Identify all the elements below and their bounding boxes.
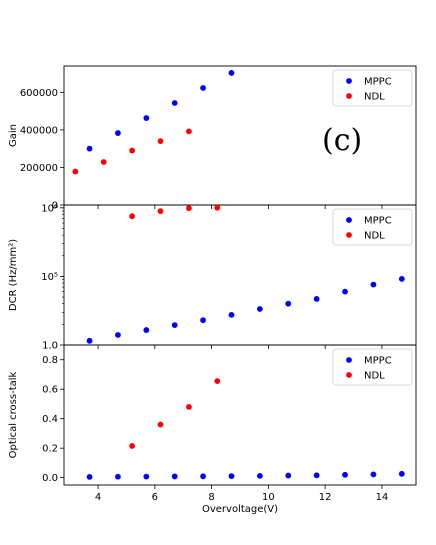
legend-label: MPPC <box>364 77 392 88</box>
data-point <box>86 473 93 480</box>
y-tick-label: 0.0 <box>42 473 58 484</box>
data-point <box>228 473 235 480</box>
data-point <box>143 473 150 480</box>
data-point <box>157 421 164 428</box>
y-tick-label: 0.8 <box>42 355 58 366</box>
y-axis-title: Gain <box>8 124 19 147</box>
data-point <box>171 473 178 480</box>
data-point <box>256 306 263 312</box>
data-point <box>370 471 377 478</box>
data-point <box>342 288 348 295</box>
data-point <box>115 130 121 136</box>
legend-box <box>332 348 413 386</box>
data-point <box>143 115 150 121</box>
legend: MPPC NDL <box>332 69 413 107</box>
legend-label: MPPC <box>364 216 392 227</box>
data-point <box>186 403 192 410</box>
data-point <box>186 205 192 212</box>
legend-marker <box>346 217 352 223</box>
data-point <box>186 128 192 135</box>
legend-marker <box>346 232 352 238</box>
y-tick-label: 0.6 <box>42 385 58 396</box>
data-point <box>398 276 405 282</box>
y-tick-label: 0.2 <box>42 444 58 455</box>
panels: 0200000400000600000GainMPPCNDL(c)1.010⁵1… <box>8 65 417 515</box>
legend-marker <box>346 372 352 378</box>
y-tick-label: 10⁶ <box>41 203 58 214</box>
y-tick-label: 600000 <box>20 88 58 99</box>
x-tick-label: 14 <box>376 492 389 503</box>
y-tick-label: 400000 <box>20 125 58 136</box>
x-tick-label: 10 <box>262 492 275 503</box>
data-point <box>129 147 136 154</box>
data-point <box>342 471 348 478</box>
data-point <box>398 470 405 477</box>
legend-label: NDL <box>364 371 385 382</box>
data-point <box>86 145 93 152</box>
data-point <box>157 138 164 145</box>
legend-label: NDL <box>364 92 385 103</box>
legend: MPPC NDL <box>332 208 413 246</box>
x-axis-title: Overvoltage(V) <box>202 504 278 515</box>
x-tick-label: 4 <box>95 492 101 503</box>
legend-marker <box>346 93 352 99</box>
x-tick-label: 8 <box>208 492 214 503</box>
data-point <box>143 327 150 333</box>
legend-box <box>332 69 413 107</box>
data-point <box>100 159 107 165</box>
y-tick-label: 0 <box>52 201 58 212</box>
data-point <box>228 311 235 318</box>
data-point <box>72 168 79 175</box>
data-point <box>115 473 121 480</box>
series-mppc <box>86 276 405 344</box>
panel-1: 0 200000 400000 600000 Gain MPPC NDL (c) <box>8 65 417 212</box>
legend-marker <box>346 357 352 363</box>
data-point <box>157 208 164 215</box>
y-tick-label: 10⁵ <box>41 272 58 283</box>
y-tick-label: 1.0 <box>42 341 58 352</box>
legend-label: MPPC <box>364 356 392 367</box>
panel-3: 0.0 0.2 0.4 0.6 0.8 4 6 8 10 12 14 Optical cross-ta… <box>8 344 417 515</box>
panel-label: (c) <box>322 123 362 158</box>
data-point <box>370 281 377 288</box>
data-point <box>285 472 292 479</box>
data-point <box>214 378 221 385</box>
data-point <box>171 100 178 106</box>
series-ndl <box>129 378 221 449</box>
data-point <box>214 204 221 211</box>
data-point <box>129 213 136 220</box>
series-mppc <box>86 70 235 152</box>
data-point <box>228 70 235 76</box>
plot-frame <box>63 344 417 486</box>
series-mppc <box>86 470 405 480</box>
data-point <box>256 472 263 479</box>
y-axis-title: Optical cross-talk <box>8 371 19 458</box>
data-point <box>200 317 206 324</box>
legend-marker <box>346 78 352 84</box>
legend-box <box>332 208 413 246</box>
data-point <box>129 443 136 449</box>
legend-label: NDL <box>364 231 385 242</box>
data-point <box>115 332 121 338</box>
y-tick-label: 0.4 <box>42 414 58 425</box>
y-tick-label: 200000 <box>20 163 58 174</box>
data-point <box>313 296 320 302</box>
data-point <box>313 472 320 479</box>
data-point <box>200 473 206 480</box>
x-tick-label: 6 <box>152 492 158 503</box>
data-point <box>86 337 93 344</box>
data-point <box>285 300 292 307</box>
data-point <box>171 322 178 329</box>
series-ndl <box>72 128 192 175</box>
y-axis-title: DCR (Hz/mm²) <box>8 239 19 311</box>
panel-2: 1.0 10⁵ 10⁶ DCR (Hz/mm²) MPPC NDL <box>8 203 417 352</box>
data-point <box>200 85 206 91</box>
x-tick-label: 12 <box>319 492 332 503</box>
legend: MPPC NDL <box>332 348 413 386</box>
series-ndl <box>129 204 221 220</box>
